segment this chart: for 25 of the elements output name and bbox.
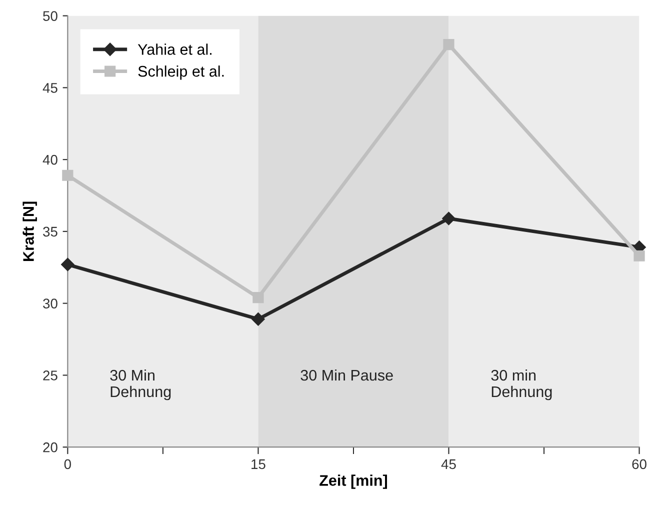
y-tick-label: 40: [42, 154, 58, 165]
x-tick-label: 0: [64, 459, 71, 470]
point: [442, 212, 456, 226]
band-label: 30 min Dehnung: [491, 369, 552, 400]
x-tick-label: 60: [632, 459, 646, 470]
y-tick-label: 50: [43, 11, 58, 21]
y-tick-label: 20: [43, 442, 58, 452]
x-tick-label: 15: [252, 459, 266, 470]
y-axis-title: Kraft [N]: [22, 202, 37, 261]
y-tick-label: 25: [43, 370, 58, 380]
x-axis-title: Zeit [min]: [320, 474, 387, 489]
legend-label: Schleip et al.: [138, 66, 224, 80]
y-tick-label: 45: [42, 83, 58, 93]
point: [61, 258, 74, 272]
point: [252, 292, 264, 304]
point: [252, 312, 265, 326]
y-tick-label: 35: [43, 226, 58, 237]
band-label: 30 Min Dehnung: [110, 369, 171, 400]
point: [443, 38, 454, 50]
band-label: 30 Min Pause: [300, 369, 393, 381]
legend-label: Yahia et al.: [138, 44, 212, 55]
y-tick-label: 30: [43, 298, 58, 308]
x-tick-label: 45: [441, 459, 456, 470]
point: [634, 250, 645, 262]
point: [62, 170, 74, 181]
